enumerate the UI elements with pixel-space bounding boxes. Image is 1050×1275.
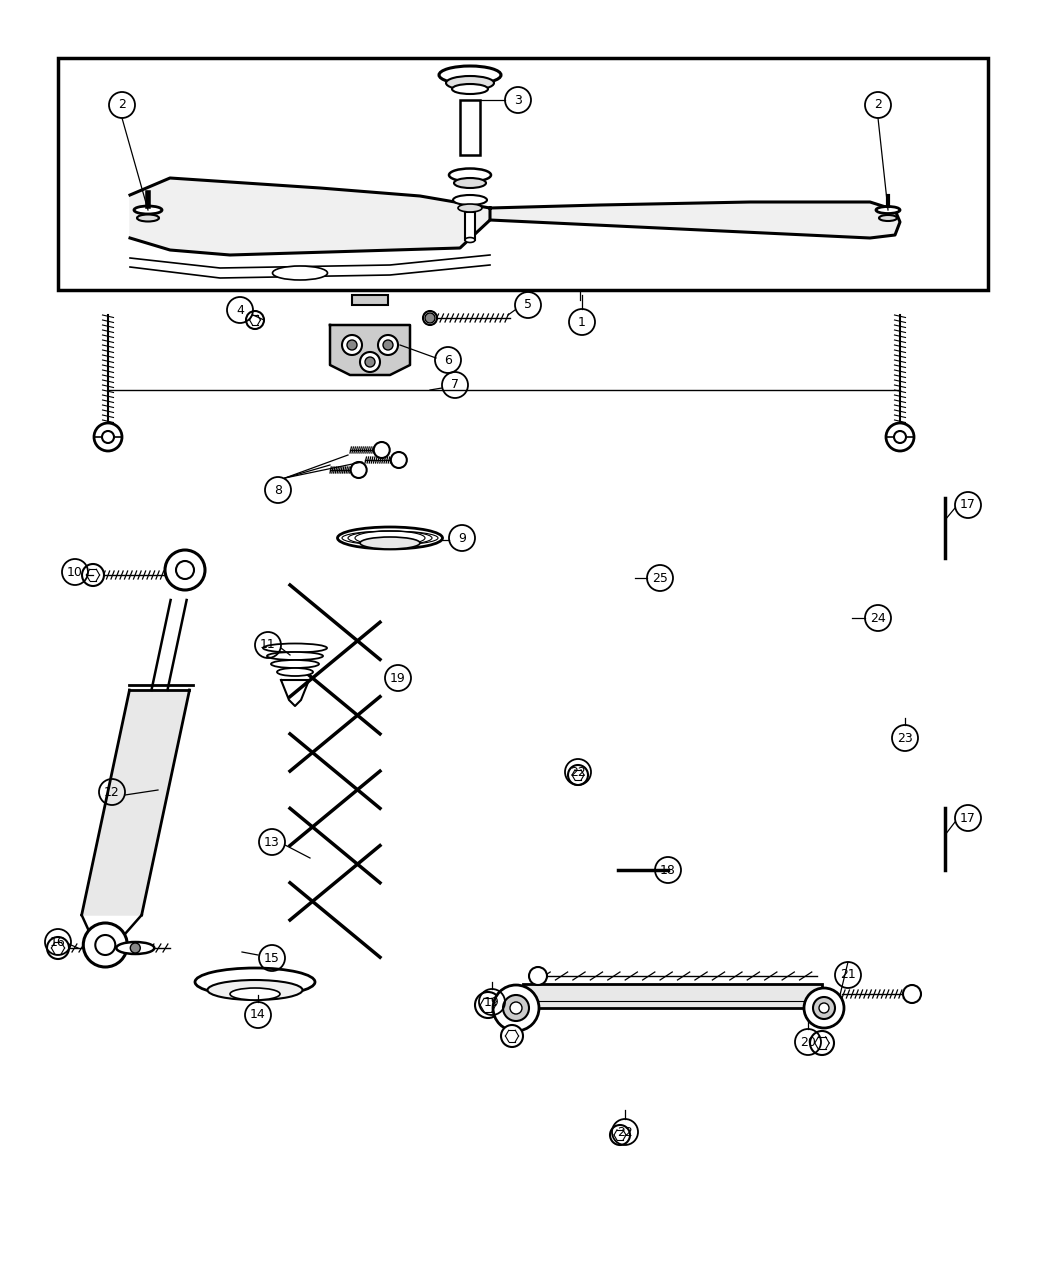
Ellipse shape <box>423 311 437 325</box>
Text: 8: 8 <box>274 483 282 496</box>
Polygon shape <box>330 325 410 375</box>
Ellipse shape <box>117 942 154 954</box>
Text: 24: 24 <box>870 612 886 625</box>
Text: 4: 4 <box>236 303 244 316</box>
Circle shape <box>374 442 390 458</box>
Circle shape <box>501 1025 523 1047</box>
Circle shape <box>130 944 141 952</box>
Circle shape <box>47 937 69 959</box>
Circle shape <box>475 992 501 1017</box>
Text: 22: 22 <box>570 765 586 779</box>
Ellipse shape <box>134 207 162 214</box>
Circle shape <box>494 986 539 1031</box>
Bar <box>58 57 988 289</box>
Circle shape <box>804 988 844 1028</box>
Ellipse shape <box>454 179 486 187</box>
Ellipse shape <box>453 195 487 205</box>
Circle shape <box>568 765 588 785</box>
Text: 17: 17 <box>960 499 975 511</box>
Circle shape <box>82 564 104 586</box>
Text: 20: 20 <box>800 1035 816 1048</box>
Ellipse shape <box>446 76 494 91</box>
Polygon shape <box>82 690 189 915</box>
Text: 17: 17 <box>960 811 975 825</box>
Circle shape <box>391 453 406 468</box>
Circle shape <box>96 935 116 955</box>
Text: 6: 6 <box>444 353 452 366</box>
Text: 1: 1 <box>579 315 586 329</box>
Text: 2: 2 <box>118 98 126 111</box>
Circle shape <box>83 923 127 966</box>
Bar <box>523 984 822 1009</box>
Ellipse shape <box>337 527 442 550</box>
Text: 25: 25 <box>652 571 668 584</box>
Ellipse shape <box>136 214 159 222</box>
Circle shape <box>94 423 122 451</box>
Circle shape <box>351 462 366 478</box>
Circle shape <box>819 1003 830 1014</box>
Ellipse shape <box>458 204 482 212</box>
Bar <box>352 295 388 305</box>
Circle shape <box>165 550 205 590</box>
Circle shape <box>503 994 529 1021</box>
Ellipse shape <box>879 215 897 221</box>
Circle shape <box>529 966 547 986</box>
Text: 12: 12 <box>104 785 120 798</box>
Ellipse shape <box>277 668 313 676</box>
Text: 18: 18 <box>660 863 676 876</box>
Ellipse shape <box>267 652 323 660</box>
Text: 9: 9 <box>458 532 466 544</box>
Text: 5: 5 <box>524 298 532 311</box>
Circle shape <box>610 1125 630 1145</box>
Circle shape <box>425 312 435 323</box>
Bar <box>465 212 475 240</box>
Ellipse shape <box>449 168 491 181</box>
Circle shape <box>246 311 264 329</box>
Text: 14: 14 <box>250 1009 266 1021</box>
Polygon shape <box>281 680 309 706</box>
Text: 7: 7 <box>452 379 459 391</box>
Text: 23: 23 <box>897 732 912 745</box>
Ellipse shape <box>195 968 315 996</box>
Circle shape <box>894 431 906 442</box>
Ellipse shape <box>230 988 280 1000</box>
Text: 22: 22 <box>617 1126 633 1139</box>
Text: 2: 2 <box>874 98 882 111</box>
Ellipse shape <box>465 237 475 242</box>
Text: 19: 19 <box>391 672 406 685</box>
Text: 19: 19 <box>484 996 500 1009</box>
Circle shape <box>346 340 357 351</box>
Text: 15: 15 <box>264 951 280 964</box>
Circle shape <box>813 997 835 1019</box>
Text: 10: 10 <box>67 566 83 579</box>
Circle shape <box>903 986 921 1003</box>
Ellipse shape <box>208 980 302 1000</box>
Text: 21: 21 <box>840 969 856 982</box>
Circle shape <box>383 340 393 351</box>
Ellipse shape <box>439 66 501 84</box>
Ellipse shape <box>876 207 900 213</box>
Circle shape <box>510 1002 522 1014</box>
Ellipse shape <box>262 644 327 653</box>
Text: 3: 3 <box>514 93 522 107</box>
Ellipse shape <box>452 84 488 94</box>
Circle shape <box>810 1031 834 1054</box>
Polygon shape <box>130 179 490 255</box>
Circle shape <box>102 431 114 442</box>
Circle shape <box>886 423 914 451</box>
Polygon shape <box>490 201 900 238</box>
Bar <box>460 99 480 156</box>
Circle shape <box>360 352 380 372</box>
Text: 13: 13 <box>265 835 280 848</box>
Ellipse shape <box>273 266 328 280</box>
Ellipse shape <box>360 537 420 550</box>
Ellipse shape <box>271 660 319 668</box>
Circle shape <box>378 335 398 354</box>
Circle shape <box>342 335 362 354</box>
Text: 16: 16 <box>50 936 66 949</box>
Circle shape <box>365 357 375 367</box>
Circle shape <box>176 561 194 579</box>
Text: 11: 11 <box>260 639 276 652</box>
